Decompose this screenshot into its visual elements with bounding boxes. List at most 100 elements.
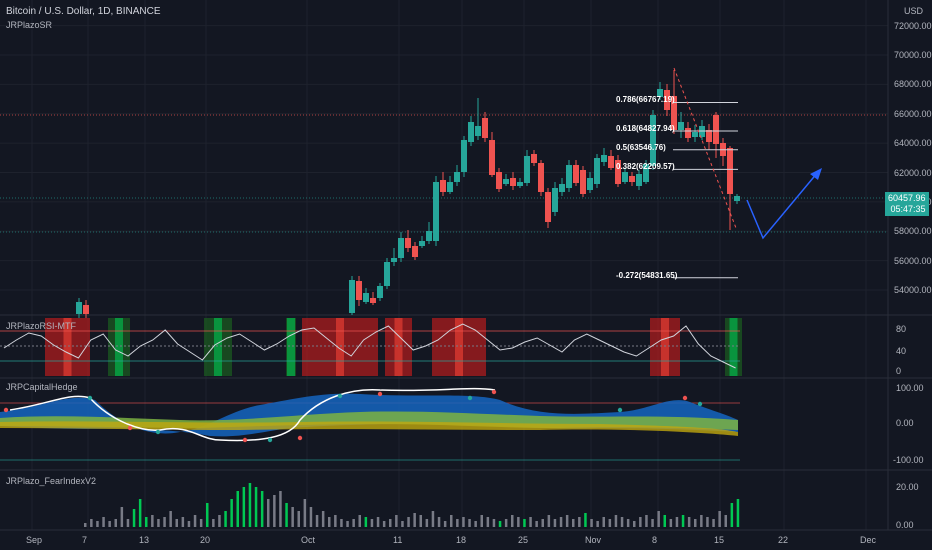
candle-body (482, 118, 488, 138)
candle-body (685, 128, 691, 138)
time-tick: 22 (778, 535, 789, 545)
candle-body (349, 280, 355, 313)
fear-bar (309, 507, 313, 527)
fear-bar (620, 517, 624, 527)
candle-body (510, 178, 516, 186)
price-tick: 58000.00 (894, 226, 932, 237)
candle-body (440, 180, 446, 192)
projection-arrowhead (810, 168, 822, 180)
candle-body (559, 184, 565, 192)
fear-bar (169, 511, 172, 527)
fear-bar (199, 519, 203, 527)
fear-bar (572, 519, 575, 527)
fear-bar (395, 515, 398, 527)
fear-tick: 20.00 (896, 482, 919, 492)
fear-bar (193, 515, 197, 527)
fear-bar (236, 491, 239, 527)
fear-bar (681, 515, 685, 527)
candle-body (594, 158, 600, 184)
hedge-dot (87, 395, 93, 401)
candle-body (377, 286, 383, 298)
panel-label-hedge: JRPCapitalHedge (6, 382, 78, 392)
candle-body (531, 154, 537, 163)
rsi-zone-core (455, 318, 463, 376)
price-tick: 56000.00 (894, 255, 932, 266)
fear-bar (700, 515, 703, 527)
candlesticks[interactable] (76, 70, 740, 318)
fear-bar (218, 515, 221, 527)
fear-bar (248, 483, 252, 527)
candle-body (699, 126, 705, 137)
fear-bar (736, 499, 740, 527)
fear-bar (590, 519, 593, 527)
fear-bar (297, 511, 300, 527)
hedge-dot (337, 393, 343, 399)
hedge-tick: 0.00 (896, 418, 914, 428)
fear-bar (431, 511, 435, 527)
hedge-dot (377, 391, 383, 397)
fear-bar (443, 521, 447, 527)
candle-body (615, 160, 621, 184)
fear-bar (456, 519, 459, 527)
time-tick: 13 (139, 535, 150, 545)
candle-body (489, 140, 495, 175)
candle-body (692, 132, 698, 137)
fear-bar (285, 503, 288, 527)
fear-bar (663, 515, 666, 527)
fear-bar (90, 519, 93, 527)
price-tick: 66000.00 (894, 108, 932, 119)
candle-body (391, 258, 397, 262)
hedge-dot (697, 401, 703, 407)
time-tick: 11 (393, 535, 403, 545)
fear-bar (657, 511, 660, 527)
rsi-zone-core (729, 318, 738, 376)
candle-body (384, 262, 390, 286)
candle-body (643, 164, 649, 182)
fear-bar (602, 517, 605, 527)
time-tick: 7 (82, 535, 88, 545)
fear-bar (120, 507, 124, 527)
fear-bar (321, 511, 325, 527)
countdown-value: 05:47:35 (890, 204, 926, 214)
candle-body (671, 96, 677, 130)
candle-body (573, 165, 579, 183)
candle-body (419, 241, 425, 246)
fear-bar (382, 521, 386, 527)
rsi-zone-core (394, 318, 403, 376)
rsi-line (3, 323, 736, 369)
candle-body (83, 305, 89, 314)
fear-bar (102, 517, 105, 527)
time-tick: Oct (301, 535, 316, 545)
candle-body (650, 115, 656, 166)
time-tick: Nov (585, 535, 602, 545)
fear-bar (462, 517, 465, 527)
candle-body (503, 179, 509, 184)
fear-bar (96, 521, 99, 527)
fear-bar (596, 521, 599, 527)
fear-bar (535, 521, 538, 527)
fear-bar (303, 499, 307, 527)
rsi-tick: 40 (896, 346, 907, 356)
fear-bar (206, 503, 209, 527)
fear-bar (389, 519, 392, 527)
candle-body (454, 172, 460, 182)
fear-bar (187, 521, 191, 527)
price-tick: 54000.00 (894, 285, 932, 295)
fear-bar (84, 523, 87, 527)
fear-bar (511, 515, 514, 527)
fib-label: 0.618(64827.94) (616, 123, 675, 133)
fear-bar (358, 515, 361, 527)
fear-bar (407, 517, 410, 527)
fear-bar (651, 519, 654, 527)
fear-bar (517, 517, 520, 527)
hedge-dot (242, 437, 248, 443)
fear-bar (425, 519, 429, 527)
hedge-dot (467, 395, 473, 401)
hedge-tick: -100.00 (893, 455, 924, 465)
fear-bar (645, 515, 648, 527)
fear-bar (413, 513, 416, 527)
fib-label: 0.5(63546.76) (616, 142, 666, 152)
fear-bar (474, 521, 477, 527)
fear-bar (175, 519, 178, 527)
